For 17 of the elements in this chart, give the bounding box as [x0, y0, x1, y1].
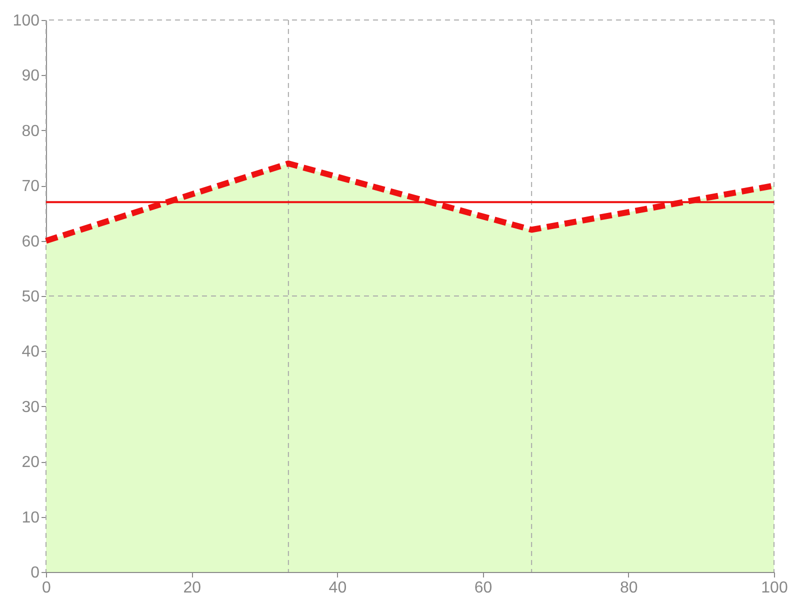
x-tick-label: 60: [474, 580, 492, 596]
y-tick-label: 10: [22, 509, 40, 526]
y-tick-label: 70: [22, 178, 40, 196]
x-tick-label: 80: [620, 580, 638, 596]
y-tick-label: 50: [22, 288, 40, 306]
y-tick-label: 40: [22, 344, 40, 361]
y-tick-label: 30: [22, 398, 40, 416]
x-tick-label: 20: [183, 580, 202, 596]
y-tick-label: 100: [12, 12, 40, 30]
y-tick-label: 60: [22, 233, 40, 250]
y-tick-label: 20: [22, 454, 40, 472]
y-tick-label: 0: [30, 564, 40, 582]
x-tick-label: 40: [328, 580, 347, 596]
x-tick-label: 100: [761, 580, 788, 596]
y-tick-label: 80: [22, 122, 40, 140]
y-tick-label: 90: [22, 68, 40, 85]
x-tick-label: 0: [42, 580, 52, 596]
